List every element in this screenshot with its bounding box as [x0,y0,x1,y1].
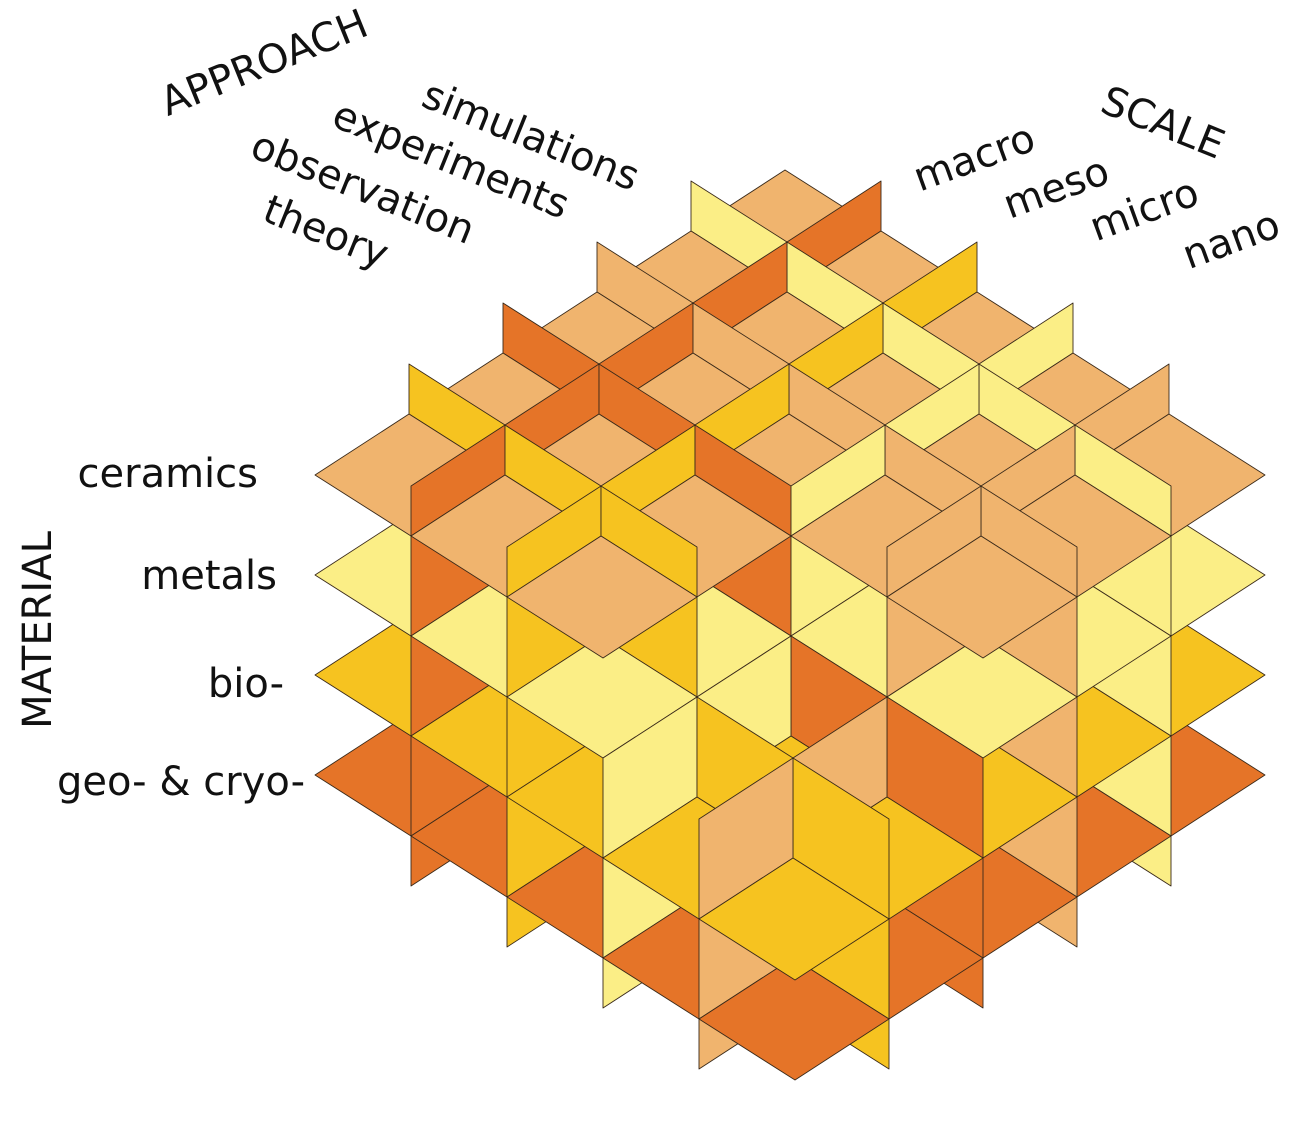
material-item: bio- [208,661,284,707]
material-item: ceramics [78,451,258,497]
plane-cell [886,535,1078,659]
scale-title: SCALE [1095,78,1231,169]
material-item: metals [141,553,277,599]
plane-cell [698,857,890,981]
material-title: MATERIAL [15,530,61,728]
plane-cell [698,957,890,1081]
planes [314,169,1266,1081]
plane-cell [506,535,698,659]
material-item: geo- & cryo- [57,759,305,805]
